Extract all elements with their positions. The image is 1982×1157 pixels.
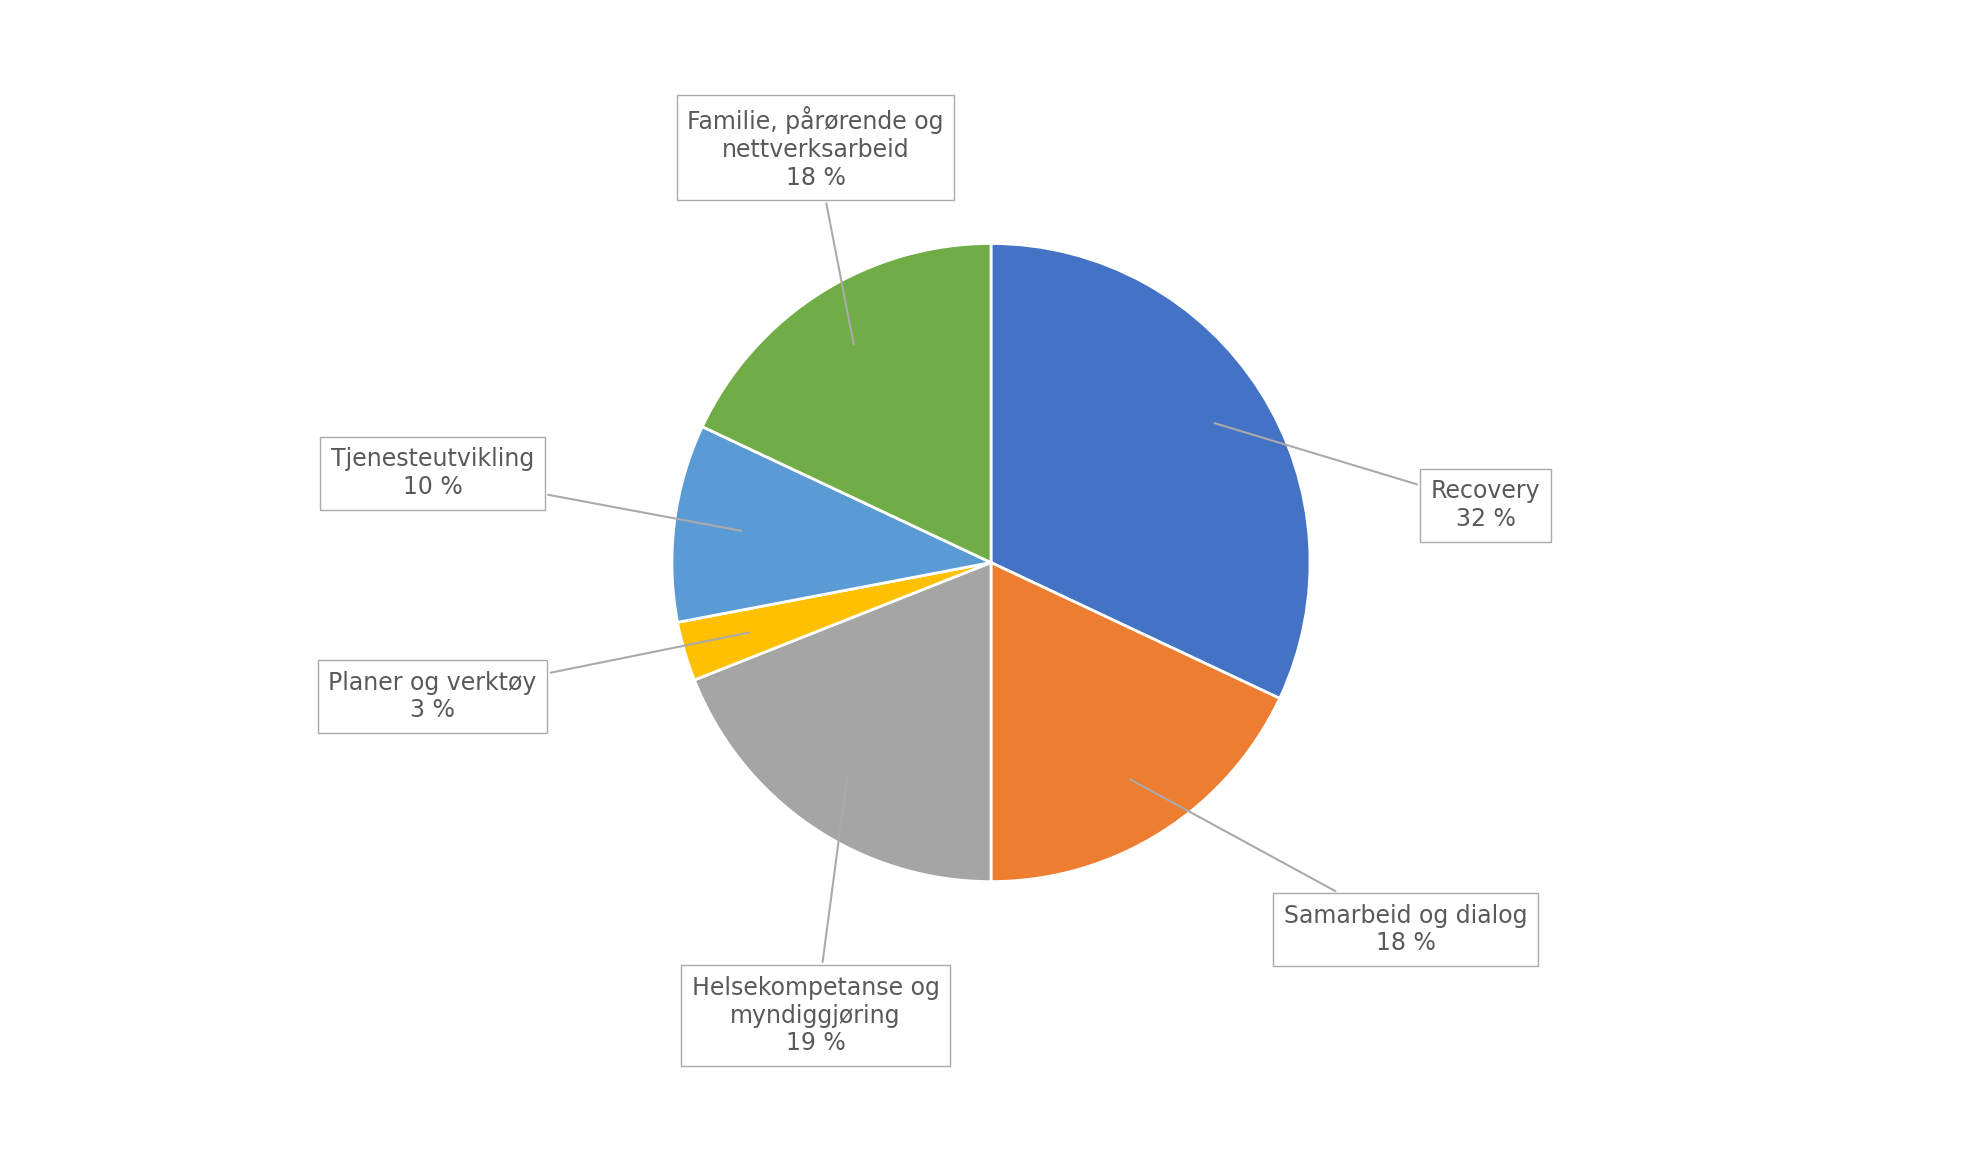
Wedge shape	[991, 562, 1280, 882]
Text: Familie, pårørende og
nettverksarbeid
18 %: Familie, pårørende og nettverksarbeid 18…	[688, 106, 943, 345]
Text: Tjenesteutvikling
10 %: Tjenesteutvikling 10 %	[331, 448, 741, 531]
Text: Helsekompetanse og
myndiggjøring
19 %: Helsekompetanse og myndiggjøring 19 %	[692, 776, 939, 1055]
Text: Samarbeid og dialog
18 %: Samarbeid og dialog 18 %	[1130, 780, 1528, 956]
Wedge shape	[672, 427, 991, 622]
Wedge shape	[678, 562, 991, 680]
Text: Planer og verktøy
3 %: Planer og verktøy 3 %	[329, 633, 749, 722]
Text: Recovery
32 %: Recovery 32 %	[1215, 423, 1540, 531]
Wedge shape	[702, 243, 991, 562]
Wedge shape	[694, 562, 991, 882]
Wedge shape	[991, 243, 1310, 699]
